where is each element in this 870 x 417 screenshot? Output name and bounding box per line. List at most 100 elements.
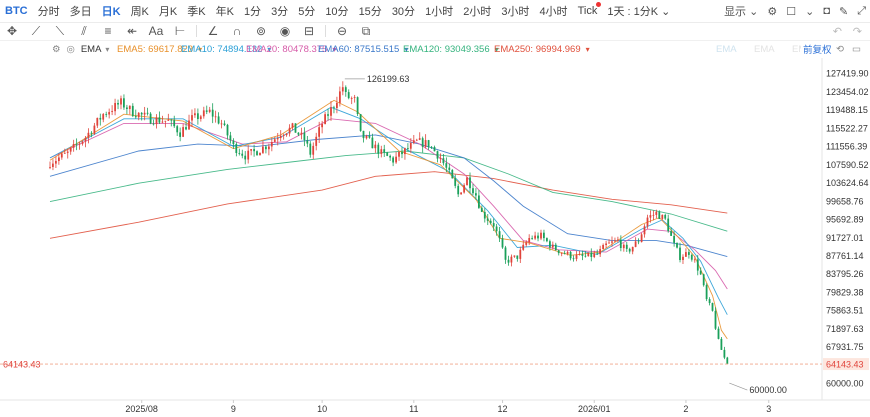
eye-icon[interactable]: ◉ bbox=[279, 24, 291, 38]
timeframe-6[interactable]: 年K bbox=[215, 6, 234, 18]
eraser-icon[interactable]: ∠ bbox=[207, 24, 219, 38]
candle-body bbox=[185, 127, 187, 130]
timeframe-14[interactable]: 2小时 bbox=[463, 6, 492, 18]
faded-ema-label: EMA bbox=[754, 43, 775, 55]
candle-body bbox=[528, 238, 531, 243]
candle-body bbox=[708, 299, 711, 303]
layers-icon[interactable]: ⧉ bbox=[361, 23, 371, 38]
crosshair-icon[interactable]: ✥ bbox=[6, 24, 18, 38]
time-tick-label: 11 bbox=[409, 404, 418, 414]
candle-body bbox=[63, 152, 66, 154]
adjust-price-button[interactable]: 前复权 bbox=[801, 42, 834, 56]
candle-body bbox=[537, 235, 539, 239]
candle-body bbox=[247, 150, 250, 160]
candle-body bbox=[285, 133, 288, 136]
gear-icon[interactable]: ⚙ bbox=[52, 43, 61, 55]
candle-body bbox=[155, 117, 158, 125]
candle-body bbox=[232, 140, 235, 145]
redo-icon[interactable]: ↷ bbox=[852, 25, 862, 38]
period-select[interactable]: 1天 : 1分K ⌄ bbox=[607, 3, 670, 19]
timeframe-5[interactable]: 季K bbox=[187, 6, 206, 18]
timeframe-7[interactable]: 1分 bbox=[243, 6, 262, 18]
text-tool-icon[interactable]: Aa bbox=[148, 24, 164, 38]
ema-legend-label: EMA20: 80478.375 bbox=[246, 43, 328, 55]
parallel-channel-icon[interactable]: ⫽ bbox=[81, 23, 87, 38]
timeframe-16[interactable]: 4小时 bbox=[539, 6, 568, 18]
candle-body bbox=[152, 123, 155, 125]
candle-body bbox=[480, 207, 483, 212]
display-menu[interactable]: 显示 ⌄ bbox=[724, 3, 758, 19]
fullscreen-icon[interactable]: ⤢ bbox=[857, 4, 866, 17]
timeframe-1[interactable]: 多日 bbox=[69, 6, 92, 18]
ema-legend-5: EMA250: 96994.969 ▾ bbox=[494, 44, 590, 55]
eye-icon[interactable]: ◎ bbox=[66, 43, 75, 55]
ema-legend-label: EMA120: 93049.356 bbox=[403, 43, 490, 55]
timeframe-13[interactable]: 1小时 bbox=[425, 6, 454, 18]
reset-icon[interactable]: ⟲ bbox=[836, 43, 844, 55]
candle-body bbox=[182, 127, 184, 137]
collapse-icon[interactable]: ▭ bbox=[852, 43, 861, 55]
camera-icon[interactable]: ◘ bbox=[823, 5, 830, 17]
pencil-icon[interactable]: ✎ bbox=[838, 5, 849, 18]
candle-body bbox=[415, 139, 418, 141]
candle-body bbox=[463, 185, 465, 193]
timeframe-12[interactable]: 30分 bbox=[391, 6, 416, 18]
candle-body bbox=[72, 144, 75, 148]
timeframe-8[interactable]: 3分 bbox=[271, 6, 289, 18]
candle-body bbox=[640, 234, 643, 243]
triangle-down-icon[interactable]: ▾ bbox=[198, 44, 203, 54]
triangle-down-icon[interactable]: ▾ bbox=[267, 44, 272, 54]
candle-body bbox=[531, 238, 533, 239]
lock-icon[interactable]: ⊚ bbox=[255, 24, 267, 38]
triangle-down-icon[interactable]: ▾ bbox=[585, 44, 590, 54]
candle-body bbox=[566, 251, 569, 254]
triangle-down-icon[interactable]: ▾ bbox=[332, 44, 337, 54]
timeframe-17[interactable]: Tick bbox=[577, 2, 602, 17]
timeframe-2[interactable]: 日K bbox=[101, 6, 121, 18]
candle-body bbox=[131, 105, 134, 117]
timeframe-3[interactable]: 周K bbox=[130, 6, 149, 18]
candle-body bbox=[619, 239, 622, 248]
indicator-name[interactable]: EMA bbox=[80, 43, 102, 55]
timeframe-11[interactable]: 15分 bbox=[358, 6, 382, 18]
time-tick-label: 3 bbox=[766, 404, 771, 414]
price-tick-label: 83795.26 bbox=[826, 269, 864, 279]
timeframe-0[interactable]: 分时 bbox=[37, 6, 60, 18]
candle-body bbox=[339, 91, 341, 103]
candle-body bbox=[714, 310, 717, 329]
candle-body bbox=[575, 254, 578, 259]
magnet-icon[interactable]: ∩ bbox=[232, 24, 242, 38]
candle-body bbox=[312, 145, 315, 155]
candle-body bbox=[58, 157, 60, 161]
gear-icon[interactable]: ⚙ bbox=[767, 5, 778, 18]
ray-icon[interactable]: ⟍ bbox=[55, 23, 65, 38]
timeframe-10[interactable]: 10分 bbox=[325, 6, 349, 18]
candle-body bbox=[250, 149, 252, 151]
triangle-down-icon[interactable]: ▾ bbox=[404, 44, 409, 54]
timeframe-15[interactable]: 3小时 bbox=[501, 6, 530, 18]
candle-body bbox=[534, 235, 536, 239]
time-tick-label: 2025/08 bbox=[125, 404, 158, 414]
candle-body bbox=[625, 244, 628, 249]
candle-body bbox=[374, 144, 377, 149]
timeframe-9[interactable]: 5分 bbox=[298, 6, 316, 18]
candle-body bbox=[409, 143, 412, 149]
delete-icon[interactable]: ⊟ bbox=[303, 24, 315, 38]
triangle-down-icon[interactable]: ▾ bbox=[494, 44, 499, 54]
candle-body bbox=[362, 130, 365, 139]
candle-body bbox=[164, 120, 167, 122]
timeframe-4[interactable]: 月K bbox=[158, 6, 178, 18]
candle-body bbox=[622, 244, 625, 249]
arrow-icon[interactable]: ↞ bbox=[126, 24, 138, 38]
checkbox-icon[interactable]: ☐ bbox=[786, 5, 797, 18]
candle-body bbox=[324, 114, 326, 124]
chevron-down-icon[interactable]: ⌄ bbox=[805, 5, 815, 18]
undo-icon[interactable]: ↶ bbox=[832, 25, 842, 38]
fibonacci-icon[interactable]: ≡ bbox=[104, 24, 112, 38]
measure-icon[interactable]: ⊢ bbox=[174, 24, 186, 38]
trendline-icon[interactable]: ⟋ bbox=[31, 23, 41, 38]
triangle-down-icon[interactable]: ▾ bbox=[105, 44, 110, 54]
link-icon[interactable]: ⊖ bbox=[336, 24, 348, 38]
symbol-label[interactable]: BTC bbox=[5, 5, 28, 17]
